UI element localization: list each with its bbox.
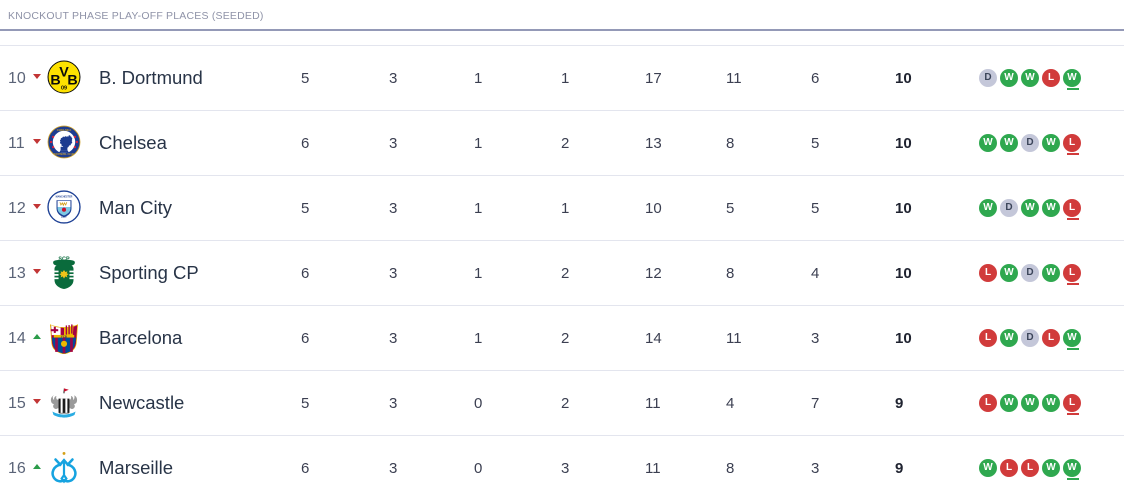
svg-text:CHELSEA: CHELSEA (57, 128, 72, 132)
svg-text:09: 09 (61, 86, 67, 92)
svg-text:MANCHESTER: MANCHESTER (56, 195, 73, 198)
svg-text:CITY: CITY (61, 216, 67, 219)
svg-text:B: B (50, 72, 60, 88)
svg-text:FOOTBALL CLUB: FOOTBALL CLUB (54, 153, 74, 156)
svg-text:B: B (67, 72, 77, 88)
